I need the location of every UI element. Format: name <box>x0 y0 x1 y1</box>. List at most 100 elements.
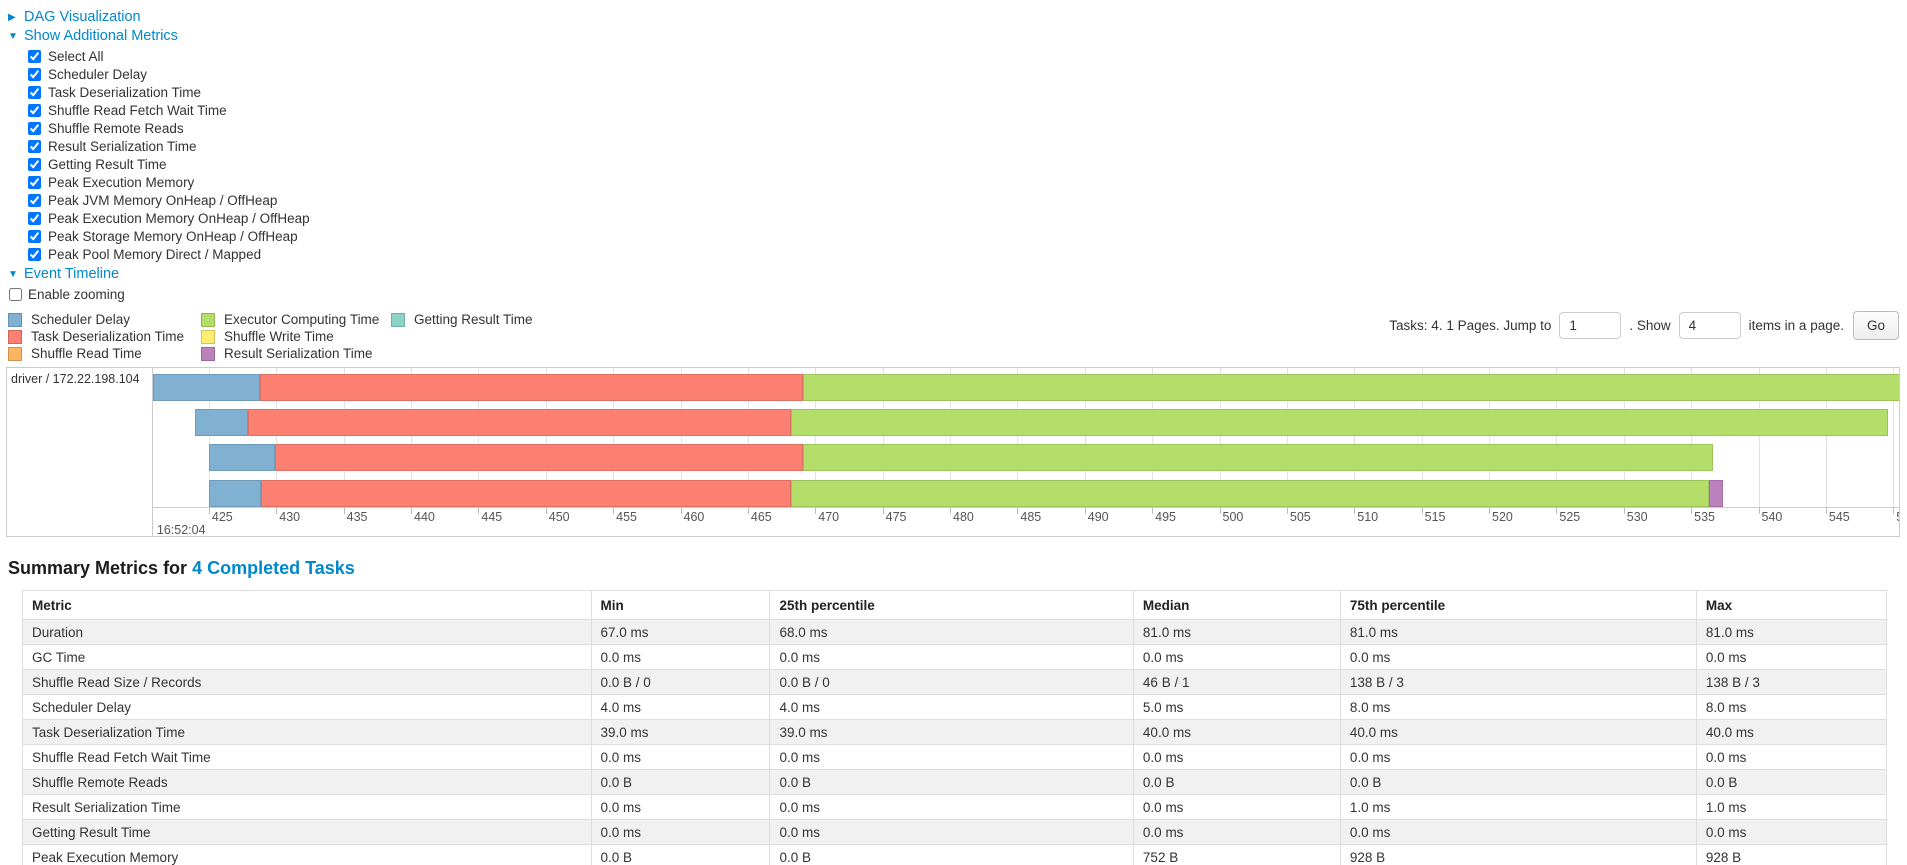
axis-tick <box>882 508 884 514</box>
gridline <box>478 368 480 507</box>
metric-value-cell: 0.0 ms <box>1132 644 1341 670</box>
axis-tick <box>1691 508 1693 514</box>
metric-value-cell: 5.0 ms <box>1132 694 1341 720</box>
legend-item-scheduler-delay: Scheduler Delay <box>8 311 201 328</box>
axis-tick-label: 530 <box>1626 510 1648 524</box>
task-4-segment-scheduler-delay[interactable] <box>208 479 262 507</box>
enable-zooming-checkbox[interactable] <box>9 287 22 301</box>
table-row: Task Deserialization Time 39.0 ms 39.0 ms 4… <box>22 719 1888 745</box>
task-3-segment-task-deserialization-time[interactable] <box>274 444 804 472</box>
legend-label: Shuffle Write Time <box>224 329 334 344</box>
metric-value-cell: 0.0 ms <box>1339 744 1697 770</box>
axis-tick-label: 460 <box>683 510 705 524</box>
metric-checkbox-8[interactable] <box>28 193 41 207</box>
metric-checkbox-7[interactable] <box>28 175 41 189</box>
gridline <box>276 368 278 507</box>
go-button[interactable]: Go <box>1852 311 1899 340</box>
task-2-segment-task-deserialization-time[interactable] <box>247 409 792 437</box>
task-4-segment-executor-computing-time[interactable] <box>791 479 1709 507</box>
event-timeline-chart: driver / 172.22.198.104 425 430 435 440 445 4… <box>6 367 1900 537</box>
metric-checkbox-row: Getting Result Time <box>28 155 1907 173</box>
event-timeline-toggle[interactable]: ▼ Event Timeline <box>8 266 1907 282</box>
metric-value-cell: 0.0 B <box>769 844 1134 865</box>
axis-tick-label: 540 <box>1761 510 1783 524</box>
column-header-1: Min <box>590 590 771 620</box>
metric-checkbox-1[interactable] <box>28 67 41 81</box>
metric-value-cell: 0.0 B <box>590 769 771 795</box>
axis-tick <box>1152 508 1154 514</box>
metric-checkbox-4[interactable] <box>28 121 41 135</box>
legend-label: Scheduler Delay <box>31 312 131 327</box>
task-3-segment-scheduler-delay[interactable] <box>208 444 275 472</box>
axis-tick <box>276 508 278 514</box>
metric-checkbox-label: Peak Execution Memory OnHeap / OffHeap <box>48 210 310 226</box>
metric-value-cell: 0.0 B <box>1695 769 1888 795</box>
task-1-segment-task-deserialization-time[interactable] <box>260 374 804 401</box>
task-4-segment-result-serialization-time[interactable] <box>1708 479 1724 507</box>
gridline <box>1691 368 1693 507</box>
timeline-x-axis: 425 430 435 440 445 450 455 460 465 470 475 480 485 4… <box>152 507 1899 536</box>
axis-tick <box>613 508 615 514</box>
metric-value-cell: 8.0 ms <box>1695 694 1888 720</box>
gridline <box>1893 368 1895 507</box>
metric-checkbox-label: Peak Storage Memory OnHeap / OffHeap <box>48 228 298 244</box>
task-2-segment-scheduler-delay[interactable] <box>195 409 248 437</box>
axis-tick-label: 430 <box>279 510 301 524</box>
metric-value-cell: 1.0 ms <box>1695 794 1888 820</box>
items-per-page-input[interactable] <box>1678 312 1741 339</box>
metric-value-cell: 0.0 ms <box>590 644 771 670</box>
axis-tick <box>1556 508 1558 514</box>
legend-item-getting-result-time: Getting Result Time <box>391 311 628 328</box>
legend-item-shuffle-write-time: Shuffle Write Time <box>201 328 391 345</box>
table-row: Shuffle Read Size / Records 0.0 B / 0 0.0 … <box>22 669 1888 695</box>
scheduler-delay-swatch-icon <box>8 312 22 327</box>
jump-to-page-input[interactable] <box>1559 312 1622 339</box>
metric-checkbox-row: Task Deserialization Time <box>28 83 1907 101</box>
dag-visualization-toggle[interactable]: ▶ DAG Visualization <box>8 9 1907 25</box>
axis-tick-label: 450 <box>548 510 570 524</box>
axis-tick-label: 520 <box>1492 510 1513 524</box>
metric-value-cell: 0.0 ms <box>769 644 1134 670</box>
metric-checkbox-9[interactable] <box>28 211 41 225</box>
metric-value-cell: 0.0 ms <box>1132 819 1341 845</box>
metric-value-cell: 0.0 B / 0 <box>769 669 1134 695</box>
metric-value-cell: 46 B / 1 <box>1132 669 1341 695</box>
metric-value-cell: 81.0 ms <box>1132 619 1341 645</box>
legend-label: Task Deserialization Time <box>31 329 185 344</box>
metric-checkbox-10[interactable] <box>28 229 41 243</box>
metric-checkbox-6[interactable] <box>28 157 41 171</box>
task-1-segment-executor-computing-time[interactable] <box>803 374 1899 401</box>
dag-visualization-label: DAG Visualization <box>24 9 141 25</box>
metric-checkbox-0[interactable] <box>28 49 41 63</box>
task-2-segment-executor-computing-time[interactable] <box>791 409 1888 437</box>
metric-value-cell: 0.0 ms <box>769 819 1134 845</box>
executor-label: driver / 172.22.198.104 <box>11 372 140 386</box>
axis-tick <box>208 508 210 514</box>
axis-tick-label: 445 <box>481 510 503 524</box>
metric-checkbox-label: Peak Execution Memory <box>48 174 195 190</box>
metric-checkbox-5[interactable] <box>28 139 41 153</box>
metric-checkbox-list: Select All Scheduler Delay Task Deserializ… <box>28 47 1907 263</box>
metric-name-cell: Shuffle Remote Reads <box>22 769 592 795</box>
metric-checkbox-3[interactable] <box>28 103 41 117</box>
completed-tasks-link[interactable]: 4 Completed Tasks <box>192 558 355 578</box>
metric-name-cell: Shuffle Read Fetch Wait Time <box>22 744 592 770</box>
axis-tick <box>1084 508 1086 514</box>
task-1-segment-scheduler-delay[interactable] <box>153 374 261 401</box>
axis-tick <box>950 508 952 514</box>
metric-checkbox-row: Shuffle Read Fetch Wait Time <box>28 101 1907 119</box>
metric-checkbox-2[interactable] <box>28 85 41 99</box>
metric-value-cell: 0.0 ms <box>1695 819 1888 845</box>
metric-value-cell: 0.0 ms <box>1339 644 1697 670</box>
task-4-segment-task-deserialization-time[interactable] <box>261 479 792 507</box>
table-row: Shuffle Remote Reads 0.0 B 0.0 B 0.0 B 0.0 B… <box>22 769 1888 795</box>
summary-metrics-table: Metric Min 25th percentile Median 75th perce… <box>22 590 1888 865</box>
metric-checkbox-11[interactable] <box>28 247 41 261</box>
show-additional-metrics-toggle[interactable]: ▼ Show Additional Metrics <box>8 28 1907 44</box>
column-header-4: 75th percentile <box>1339 590 1697 620</box>
enable-zooming-row: Enable zooming <box>9 285 1907 303</box>
metric-value-cell: 0.0 ms <box>769 794 1134 820</box>
task-3-segment-executor-computing-time[interactable] <box>803 444 1713 472</box>
gridline <box>680 368 682 507</box>
